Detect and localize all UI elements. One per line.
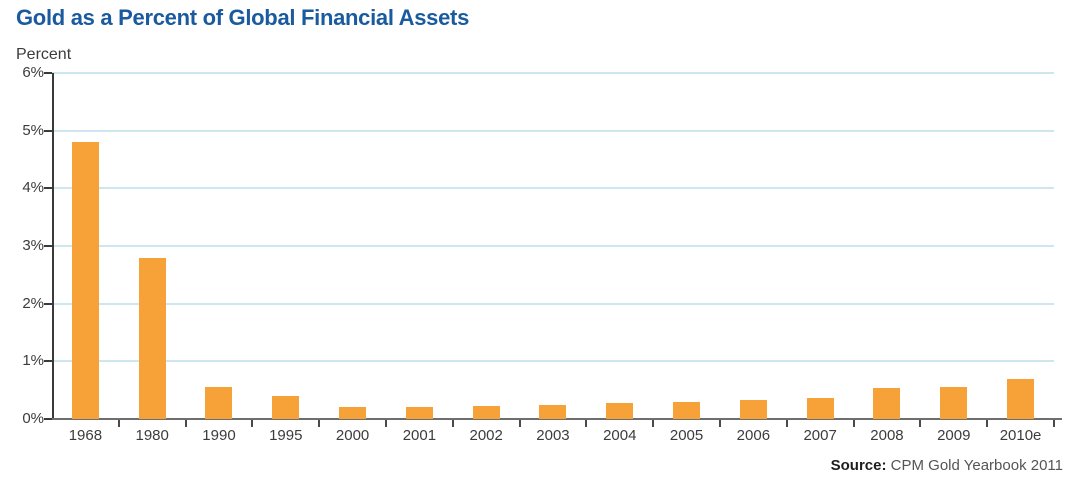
- x-axis-tick: [785, 420, 788, 427]
- bar-slot-1990: [186, 73, 253, 419]
- bar-slot-2003: [520, 73, 587, 419]
- x-axis-labels: 1968 1980 1990 1995 2000 2001 2002 2003 2004 2005…: [52, 427, 1054, 444]
- y-axis-tick: [44, 302, 52, 305]
- x-axis-label-2008: 2008: [870, 427, 904, 444]
- x-axis-tick: [719, 420, 721, 427]
- x-axis-label-1995: 1995: [269, 427, 303, 444]
- bar-slot-2006: [720, 73, 787, 419]
- source-label: Source:: [830, 457, 887, 474]
- y-axis-tick: [44, 72, 52, 74]
- bar-2005: [673, 401, 701, 419]
- bar-2009: [940, 387, 968, 419]
- bar-2003: [539, 404, 567, 419]
- bar-slot-2008: [854, 73, 921, 419]
- gridline: [52, 360, 1054, 363]
- bar-slot-2004: [586, 73, 653, 419]
- source-note: Source: CPM Gold Yearbook 2011: [831, 457, 1063, 474]
- y-axis-tick-label: 6%: [22, 64, 44, 81]
- x-axis-label-2005: 2005: [669, 427, 704, 444]
- bar-1968: [71, 142, 99, 419]
- x-axis-tick: [318, 420, 321, 427]
- x-axis-tick: [585, 420, 588, 427]
- y-axis-tick: [44, 360, 52, 363]
- gridline: [52, 129, 1054, 132]
- x-axis-label-1980: 1980: [135, 427, 169, 444]
- bar-slot-1968: [52, 73, 119, 419]
- x-axis-label-1968: 1968: [68, 427, 103, 444]
- bar-slot-2010e: [987, 73, 1054, 419]
- bar-2004: [606, 403, 634, 419]
- bar-1995: [272, 395, 300, 419]
- y-axis-tick-label: 4%: [22, 179, 44, 197]
- bar-slot-2007: [787, 73, 854, 419]
- bar-slot-1980: [119, 73, 186, 419]
- x-axis-tick: [652, 420, 655, 427]
- y-axis-tick-label: 2%: [22, 294, 44, 312]
- x-axis-tick: [986, 420, 989, 427]
- chart-title: Gold as a Percent of Global Financial As…: [16, 5, 470, 30]
- x-axis-tick: [251, 420, 254, 427]
- x-axis-label-2001: 2001: [402, 427, 437, 444]
- y-axis-tick-label: 1%: [22, 352, 44, 370]
- bar-slot-2005: [653, 73, 720, 419]
- bar-2008: [873, 388, 901, 419]
- gridline: [52, 302, 1054, 305]
- x-axis-label-2004: 2004: [603, 427, 637, 444]
- bar-1990: [205, 387, 233, 419]
- x-axis-label-1990: 1990: [202, 427, 236, 444]
- y-axis-line: [52, 73, 54, 419]
- x-axis-label-2003: 2003: [536, 427, 570, 444]
- gridline: [52, 72, 1054, 74]
- x-axis-tick: [184, 420, 187, 427]
- bar-1980: [138, 257, 166, 419]
- x-axis-label-2000: 2000: [335, 427, 370, 444]
- x-axis-tick: [451, 420, 454, 427]
- gridline: [52, 187, 1054, 190]
- bar-2002: [472, 406, 500, 419]
- source-text: CPM Gold Yearbook 2011: [886, 457, 1063, 474]
- bar-2010e: [1007, 378, 1035, 419]
- x-axis-label-2007: 2007: [803, 427, 837, 444]
- bar-2001: [405, 407, 433, 419]
- bar-slot-2009: [920, 73, 987, 419]
- bar-series: [52, 73, 1054, 419]
- x-axis-tick: [385, 420, 387, 427]
- bar-slot-2002: [453, 73, 520, 419]
- x-axis-tick: [852, 420, 855, 427]
- y-axis-unit-label: Percent: [16, 46, 72, 63]
- y-axis-tick-label: 0%: [22, 410, 44, 427]
- x-axis-line: [45, 418, 1062, 420]
- x-axis-tick: [1053, 420, 1055, 427]
- y-axis-tick-label: 3%: [22, 237, 44, 254]
- x-axis-label-2002: 2002: [469, 427, 503, 444]
- x-axis-label-2010e: 2010e: [999, 427, 1042, 444]
- plot-area: 0% 1% 2% 3% 4% 5% 6%: [22, 64, 1062, 427]
- y-axis-tick: [44, 129, 52, 132]
- x-axis-label-2006: 2006: [736, 427, 771, 444]
- x-axis-label-2009: 2009: [937, 427, 971, 444]
- bar-2000: [339, 407, 367, 419]
- y-axis-tick-label: 5%: [22, 121, 44, 139]
- bar-2007: [806, 398, 834, 419]
- bar-2006: [739, 399, 767, 419]
- y-axis-tick: [44, 418, 52, 420]
- x-axis-tick: [518, 420, 521, 427]
- gridline: [52, 245, 1054, 247]
- y-axis-tick: [44, 187, 52, 190]
- bar-slot-2001: [386, 73, 453, 419]
- x-axis-tick: [919, 420, 922, 427]
- bar-slot-2000: [319, 73, 386, 419]
- x-axis-tick: [117, 420, 120, 427]
- y-axis-tick: [44, 245, 52, 247]
- bar-slot-1995: [252, 73, 319, 419]
